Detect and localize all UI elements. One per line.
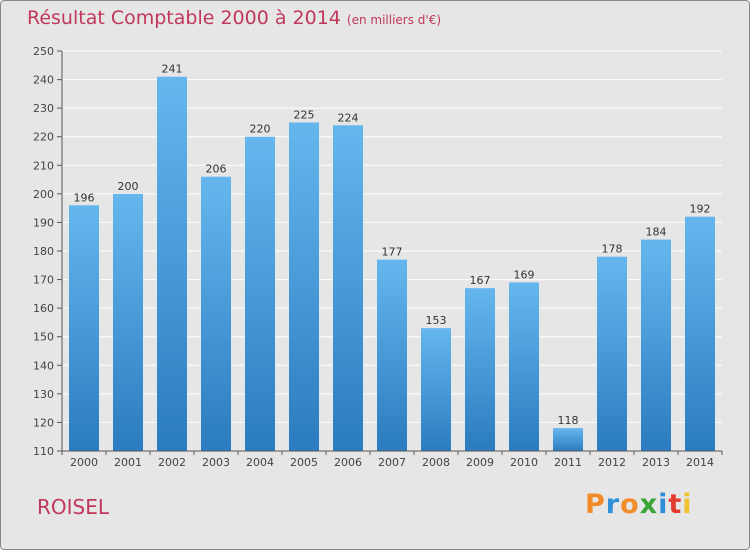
- data-label-2002: 241: [162, 63, 183, 76]
- x-tick-label: 2012: [598, 456, 626, 469]
- data-label-2001: 200: [118, 180, 139, 193]
- data-label-2011: 118: [558, 414, 579, 427]
- data-label-2006: 224: [338, 111, 359, 124]
- data-label-2008: 153: [426, 314, 447, 327]
- data-label-2010: 169: [514, 268, 535, 281]
- x-tick-label: 2007: [378, 456, 406, 469]
- data-label-2014: 192: [690, 203, 711, 216]
- data-label-2013: 184: [646, 226, 667, 239]
- data-label-2003: 206: [206, 163, 227, 176]
- y-tick-label: 110: [33, 445, 54, 458]
- x-tick-label: 2000: [70, 456, 98, 469]
- x-tick-label: 2002: [158, 456, 186, 469]
- y-tick-label: 220: [33, 131, 54, 144]
- x-tick-label: 2013: [642, 456, 670, 469]
- bars: [69, 76, 715, 452]
- x-tick-label: 2009: [466, 456, 494, 469]
- y-tick-label: 140: [33, 359, 54, 372]
- bar-2005: [289, 122, 319, 451]
- town-name: ROISEL: [37, 495, 110, 519]
- y-tick-label: 200: [33, 188, 54, 201]
- data-label-2007: 177: [382, 246, 403, 259]
- x-tick-label: 2001: [114, 456, 142, 469]
- data-label-2004: 220: [250, 123, 271, 136]
- bar-2012: [597, 256, 627, 451]
- x-tick-label: 2004: [246, 456, 274, 469]
- logo-letter: o: [620, 489, 640, 520]
- x-axis-ticks: 2000 2001 2002 2003 2004 2005 2006 2007 2008 2009…: [61, 451, 723, 469]
- logo-letter: P: [585, 489, 606, 520]
- bar-2006: [333, 125, 363, 452]
- bar-2008: [421, 328, 451, 451]
- bar-2013: [641, 239, 671, 451]
- bar-2000: [69, 205, 99, 451]
- x-tick-label: 2014: [686, 456, 714, 469]
- chart-title-block: Résultat Comptable 2000 à 2014 (en millie…: [27, 7, 441, 29]
- data-label-2012: 178: [602, 243, 623, 256]
- logo-letter: i: [658, 489, 669, 520]
- y-tick-label: 190: [33, 216, 54, 229]
- x-tick-label: 2008: [422, 456, 450, 469]
- logo-letter: r: [605, 489, 621, 520]
- y-tick-label: 150: [33, 331, 54, 344]
- x-tick-label: 2003: [202, 456, 230, 469]
- x-tick-label: 2010: [510, 456, 538, 469]
- bar-2004: [245, 136, 275, 451]
- proxiti-logo: Proxiti: [585, 489, 693, 520]
- bar-2011: [553, 428, 583, 451]
- x-tick-label: 2011: [554, 456, 582, 469]
- data-label-2000: 196: [74, 191, 95, 204]
- data-label-2009: 167: [470, 274, 491, 287]
- data-labels: 196 200 241 206 220 225 224 177 153 167 169 118 178 1…: [74, 63, 711, 427]
- logo-letter: x: [639, 489, 659, 520]
- bar-2001: [113, 193, 143, 451]
- y-tick-label: 240: [33, 74, 54, 87]
- y-tick-label: 230: [33, 102, 54, 115]
- chart-title: Résultat Comptable 2000 à 2014: [27, 7, 341, 29]
- chart-unit: (en milliers d'€): [346, 13, 442, 27]
- logo-letter: i: [682, 489, 693, 520]
- y-tick-label: 130: [33, 388, 54, 401]
- bar-2009: [465, 288, 495, 451]
- y-tick-label: 120: [33, 416, 54, 429]
- y-axis-ticks: 110 120 130 140 150 160 170 180 190 200 210 220 230 2…: [33, 45, 62, 458]
- y-tick-label: 250: [33, 45, 54, 58]
- logo-letter: t: [668, 489, 683, 520]
- bar-2003: [201, 176, 231, 451]
- x-tick-label: 2005: [290, 456, 318, 469]
- x-tick-label: 2006: [334, 456, 362, 469]
- y-tick-label: 160: [33, 302, 54, 315]
- y-tick-label: 180: [33, 245, 54, 258]
- bar-2014: [685, 216, 715, 451]
- bar-2007: [377, 259, 407, 451]
- y-tick-label: 210: [33, 159, 54, 172]
- y-tick-label: 170: [33, 274, 54, 287]
- bar-2010: [509, 282, 539, 451]
- bar-2002: [157, 76, 187, 451]
- data-label-2005: 225: [294, 108, 315, 121]
